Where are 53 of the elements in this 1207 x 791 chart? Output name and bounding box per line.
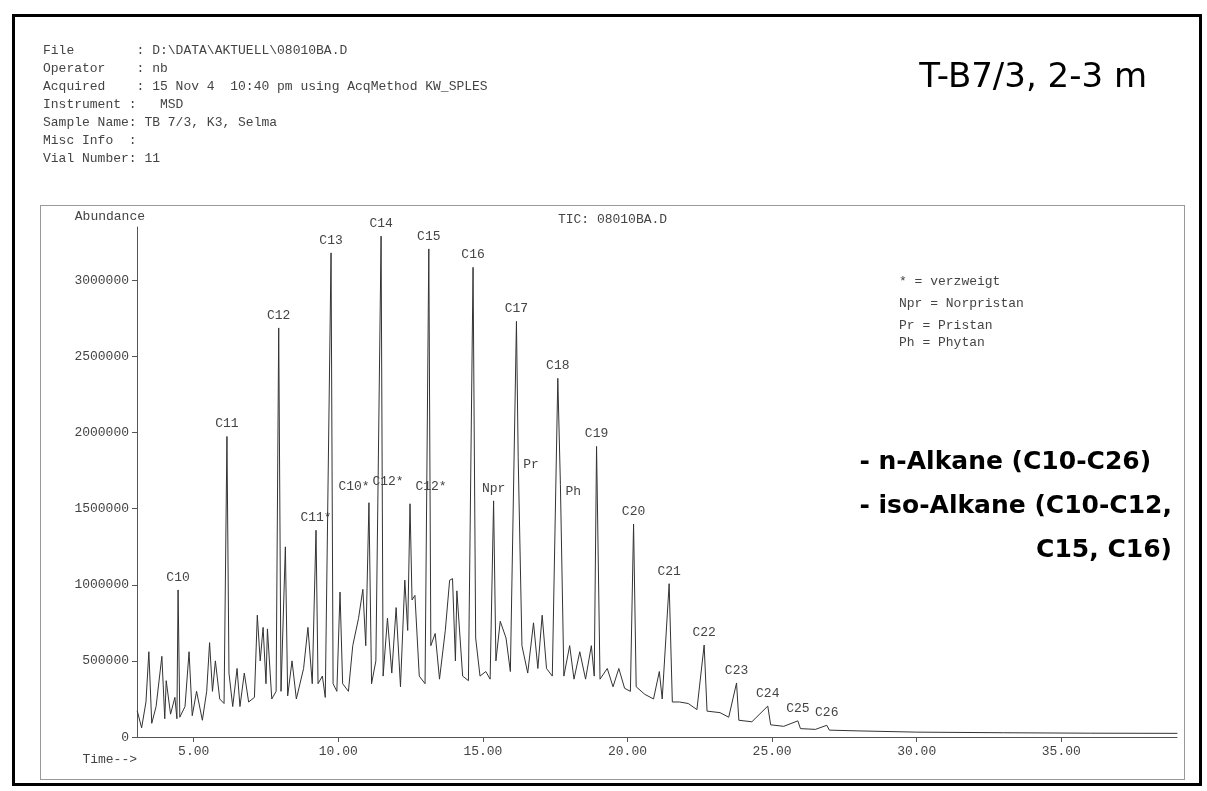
annotation: C20 <box>621 504 646 520</box>
y-tick-label: 0 <box>121 729 129 745</box>
text: Sample Name: TB 7/3, K3, Selma <box>43 115 278 130</box>
annotation: C14 <box>369 216 393 232</box>
x-tick-label: 5.00 <box>178 744 210 759</box>
annotation: C15, C16) <box>1035 533 1172 565</box>
x-tick-label: 10.00 <box>318 744 358 759</box>
annotation: Pr = Pristan <box>899 317 994 334</box>
x-tick-label: 30.00 <box>897 744 937 759</box>
text: File : D:\DATA\AKTUELL\08010BA.D <box>43 43 348 58</box>
annotation: C19 <box>584 426 609 442</box>
annotation: Ph <box>565 484 582 500</box>
annotation: C12 <box>267 307 291 323</box>
text: Misc Info : <box>43 133 137 148</box>
annotation: C11 <box>215 416 239 432</box>
text: Acquired : 15 Nov 4 10:40 pm using AcqMethod KW_SPLES <box>43 79 488 94</box>
annotation: C13 <box>319 232 343 248</box>
text: Vial Number: 11 <box>43 151 161 166</box>
annotation: C10* <box>337 479 371 494</box>
annotation: C25 <box>786 700 810 716</box>
annotation: C24 <box>756 686 780 702</box>
annotation: Npr = Norpristan <box>899 295 1024 312</box>
x-tick-label: 25.00 <box>752 744 792 759</box>
annotation: C18 <box>546 358 570 374</box>
x-tick-label: 20.00 <box>607 744 648 759</box>
chart-title: T-B7/3, 2-3 m <box>919 55 1147 95</box>
annotation: C16 <box>461 247 485 263</box>
annotation: Pr <box>523 456 539 472</box>
annotation: C22 <box>692 625 716 641</box>
annotation: Npr <box>481 480 506 496</box>
y-tick-label: 2500000 <box>74 348 129 364</box>
annotation: - n-Alkane (C10-C26) <box>859 445 1153 477</box>
chart-subtitle: TIC: 08010BA.D <box>557 212 668 227</box>
x-tick-label: 15.00 <box>463 744 503 759</box>
text: Instrument : MSD <box>43 97 184 112</box>
y-tick-label: 1000000 <box>74 577 129 593</box>
annotation: C23 <box>724 662 749 678</box>
annotation: C17 <box>504 301 529 317</box>
annotation: C15 <box>417 228 441 244</box>
y-axis-title: Abundance <box>74 209 145 224</box>
annotation: Ph = Phytan <box>899 334 986 351</box>
annotation: - iso-Alkane (C10-C12, <box>859 489 1172 521</box>
y-tick-label: 1500000 <box>74 501 129 517</box>
y-tick-label: 500000 <box>82 653 129 669</box>
y-tick-label: 3000000 <box>74 272 129 288</box>
annotation: * = verzweigt <box>899 273 1002 290</box>
annotation: C21 <box>657 563 682 579</box>
y-tick-label: 2000000 <box>74 425 129 441</box>
annotation: C26 <box>815 705 839 721</box>
x-tick-label: 35.00 <box>1041 744 1081 759</box>
x-axis-title: Time--> <box>82 752 138 767</box>
text: Operator : nb <box>43 61 168 76</box>
annotation: C10 <box>166 569 190 585</box>
